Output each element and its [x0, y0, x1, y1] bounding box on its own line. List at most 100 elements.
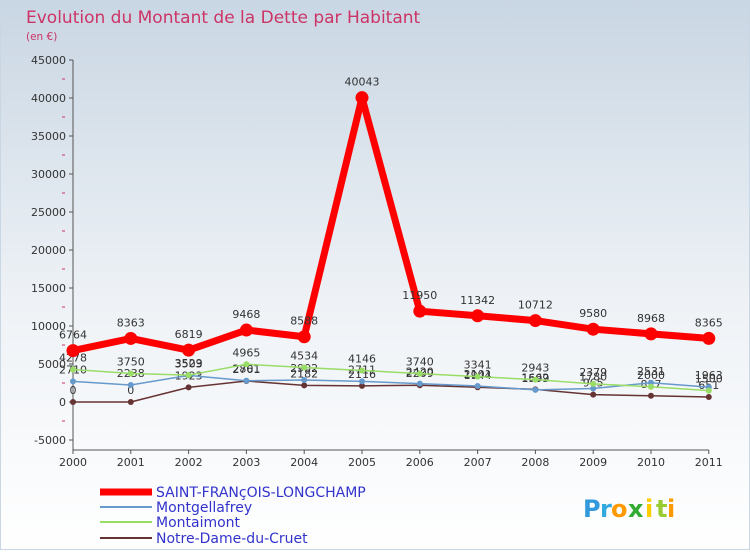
data-label: 2182 [290, 367, 318, 380]
data-label: 6764 [59, 329, 87, 342]
chart-title: Evolution du Montant de la Dette par Hab… [26, 8, 421, 28]
legend-label: SAINT-FRANçOIS-LONGCHAMP [156, 485, 366, 501]
data-point [239, 323, 253, 337]
data-point [124, 331, 138, 345]
data-point [127, 399, 134, 405]
legend-item: SAINT-FRANçOIS-LONGCHAMP [100, 485, 366, 501]
data-point [413, 304, 427, 318]
series-line [69, 94, 713, 355]
data-point [590, 391, 597, 398]
series-2: 4278 3750 3529 4965 4534 4146 3740 3341 2943 2379… [59, 346, 723, 394]
data-point [70, 366, 76, 373]
x-tick-label: 2007 [464, 456, 492, 469]
data-point [705, 387, 712, 394]
data-label: 11342 [460, 294, 495, 307]
data-label: 1780 [579, 370, 607, 383]
y-tick-label: 45000 [31, 54, 66, 67]
legend-label: Montaimont [156, 515, 241, 531]
legend: SAINT-FRANçOIS-LONGCHAMPMontgellafreyMon… [100, 485, 366, 547]
x-tick-label: 2002 [175, 456, 203, 469]
series-line [72, 374, 710, 391]
legend-label: Montgellafrey [156, 500, 252, 516]
series-line [72, 380, 710, 403]
data-label: 8968 [637, 312, 665, 325]
data-point [705, 394, 712, 401]
data-point [528, 314, 542, 328]
data-point [70, 378, 76, 385]
data-label: 9468 [232, 308, 260, 321]
data-point [297, 330, 311, 344]
data-label: 2943 [521, 362, 549, 375]
logo-letter: o [611, 495, 628, 523]
data-label: 1500 [695, 373, 723, 386]
series-0: 6764 8363 6819 9468 8588 40043 11950 11342 10712… [59, 76, 723, 358]
x-tick-label: 2000 [59, 456, 87, 469]
legend-label: Notre-Dame-du-Cruet [156, 531, 308, 547]
y-tick-label: 0 [59, 396, 66, 409]
data-label: 1963 [695, 369, 723, 382]
data-point [648, 383, 654, 390]
data-point [301, 364, 308, 371]
data-point [243, 361, 250, 368]
data-label: 4146 [348, 352, 376, 365]
logo-letter: x [628, 495, 644, 523]
chart-subtitle: (en €) [26, 31, 57, 43]
data-point [359, 378, 365, 385]
data-point [702, 331, 716, 345]
data-label: 9580 [579, 307, 607, 320]
data-label: 40043 [345, 76, 380, 89]
data-point [648, 392, 654, 399]
data-point [66, 344, 80, 358]
data-label: 8588 [290, 315, 318, 328]
data-point [127, 381, 134, 388]
data-point [586, 322, 600, 336]
data-label: 6819 [175, 328, 203, 341]
data-label: 0 [70, 384, 77, 397]
data-label: 3503 [175, 357, 203, 370]
data-label: 4965 [232, 346, 260, 359]
x-tick-label: 2011 [695, 456, 723, 469]
data-label: 3341 [464, 359, 492, 372]
data-point [127, 370, 134, 377]
x-tick-label: 2004 [290, 456, 318, 469]
data-label: 2379 [579, 366, 607, 379]
logo-letter: i [667, 495, 675, 523]
data-point [185, 372, 192, 379]
data-point [532, 386, 539, 393]
data-label: 3740 [406, 356, 434, 369]
logo-letter: P [583, 495, 601, 523]
y-tick-label: 5000 [38, 358, 66, 371]
data-label: 3750 [117, 356, 145, 369]
series-line [72, 363, 710, 392]
data-point [590, 385, 597, 392]
y-tick-label: 35000 [31, 130, 66, 143]
data-label: 8365 [695, 316, 723, 329]
x-tick-label: 2003 [232, 456, 260, 469]
x-tick-label: 2006 [406, 456, 434, 469]
data-point [301, 376, 308, 383]
data-point [182, 343, 196, 357]
x-tick-label: 2010 [637, 456, 665, 469]
y-tick-label: 40000 [31, 92, 66, 105]
series-layer: 0019232761218221162209194416629658176512… [59, 76, 723, 405]
logo-letter: i [645, 495, 653, 523]
data-label: 10712 [518, 299, 553, 312]
y-tick-label: 10000 [31, 320, 66, 333]
logo-letter: t [656, 495, 667, 523]
data-label: 4278 [59, 351, 87, 364]
data-label: 2000 [637, 369, 665, 382]
x-tick-label: 2009 [579, 456, 607, 469]
data-point [416, 370, 423, 377]
data-point [359, 367, 365, 374]
data-point [532, 376, 539, 383]
legend-item: Notre-Dame-du-Cruet [100, 531, 308, 547]
data-point [243, 377, 250, 384]
legend-item: Montgellafrey [100, 500, 252, 516]
data-point [355, 91, 369, 105]
data-label: 2531 [637, 365, 665, 378]
data-point [471, 309, 485, 323]
data-label: 3529 [175, 357, 203, 370]
